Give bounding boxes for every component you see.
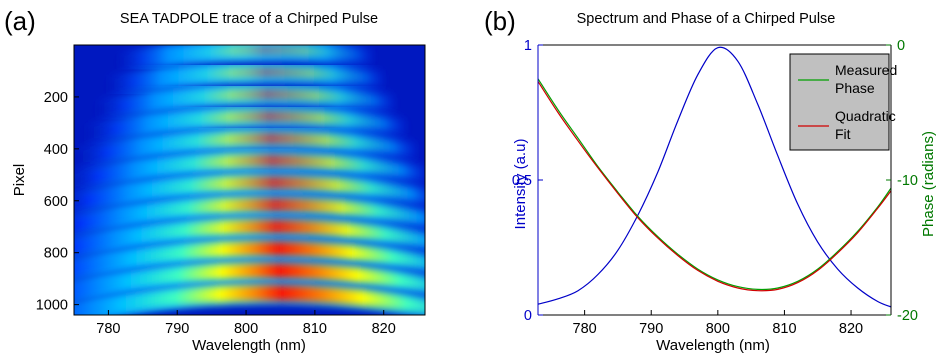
y-axis-label-a: Pixel xyxy=(11,164,28,197)
plot-frame-a xyxy=(73,44,426,316)
x-tick-label-a: 790 xyxy=(165,321,189,337)
x-tick-label-a: 820 xyxy=(372,321,396,337)
x-tick-label-a: 800 xyxy=(234,321,258,337)
panel-label-b: (b) xyxy=(484,6,516,36)
y-tick-label-a: 400 xyxy=(44,142,68,158)
chart-title-a: SEA TADPOLE trace of a Chirped Pulse xyxy=(120,11,378,27)
y-axis-label-left-b: Intensity (a.u) xyxy=(512,139,529,230)
fringe xyxy=(110,45,382,68)
x-axis-label-a: Wavelength (nm) xyxy=(192,337,306,354)
lines-b xyxy=(538,46,891,308)
x-tick-label-b: 810 xyxy=(772,321,796,337)
legend-box xyxy=(789,53,890,151)
x-tick-label-b: 780 xyxy=(573,321,597,337)
legend-label-measured-phase-line2: Phase xyxy=(835,80,875,96)
x-axis-label-b: Wavelength (nm) xyxy=(656,337,770,354)
axes-b: 780 790 800 810 820 0 0.5 1 0 -10 -20 xyxy=(512,38,918,337)
y-axis-label-right-b: Phase (radians) xyxy=(920,131,937,237)
y-tick-label-a: 600 xyxy=(44,194,68,210)
series-line-quadratic-fit xyxy=(538,81,891,292)
chart-title-b: Spectrum and Phase of a Chirped Pulse xyxy=(577,11,836,27)
x-tick-label-a: 780 xyxy=(96,321,120,337)
series-line-intensity xyxy=(538,46,891,308)
fringe xyxy=(99,67,394,92)
series-line-measured-phase xyxy=(538,78,891,291)
y-tick-label-right-b: -20 xyxy=(897,308,918,324)
x-tick-label-b: 800 xyxy=(706,321,730,337)
y-tick-label-a: 800 xyxy=(44,246,68,262)
fringe xyxy=(74,176,425,210)
fringe xyxy=(74,263,425,299)
y-tick-label-right-b: -10 xyxy=(897,173,918,189)
fringe xyxy=(74,241,425,277)
fringe xyxy=(74,285,425,315)
axes-a: 780 790 800 810 820 200 400 600 800 1000 xyxy=(36,90,396,337)
fringe xyxy=(74,154,425,188)
y-tick-label-left-b: 0 xyxy=(524,308,532,324)
legend-label-quadratic-fit-line1: Quadratic xyxy=(835,108,896,124)
y-tick-label-right-b: 0 xyxy=(897,38,905,54)
fringe xyxy=(74,197,425,232)
x-tick-label-b: 790 xyxy=(639,321,663,337)
panel-label-a: (a) xyxy=(4,6,36,36)
legend-label-quadratic-fit-line2: Fit xyxy=(835,126,851,142)
y-tick-label-left-b: 1 xyxy=(524,38,532,54)
fringe xyxy=(87,88,405,117)
fringe xyxy=(74,219,425,255)
x-tick-label-a: 810 xyxy=(303,321,327,337)
y-tick-label-left-b: 0.5 xyxy=(512,173,532,189)
x-tick-label-b: 820 xyxy=(839,321,863,337)
heatmap-plot xyxy=(74,45,425,315)
y-tick-label-a: 1000 xyxy=(36,298,68,314)
legend-label-measured-phase-line1: Measured xyxy=(835,62,897,78)
legend: Measured Phase Quadratic Fit xyxy=(789,53,897,151)
fringe xyxy=(76,110,416,141)
y-tick-label-a: 200 xyxy=(44,90,68,106)
fringe xyxy=(74,132,425,165)
